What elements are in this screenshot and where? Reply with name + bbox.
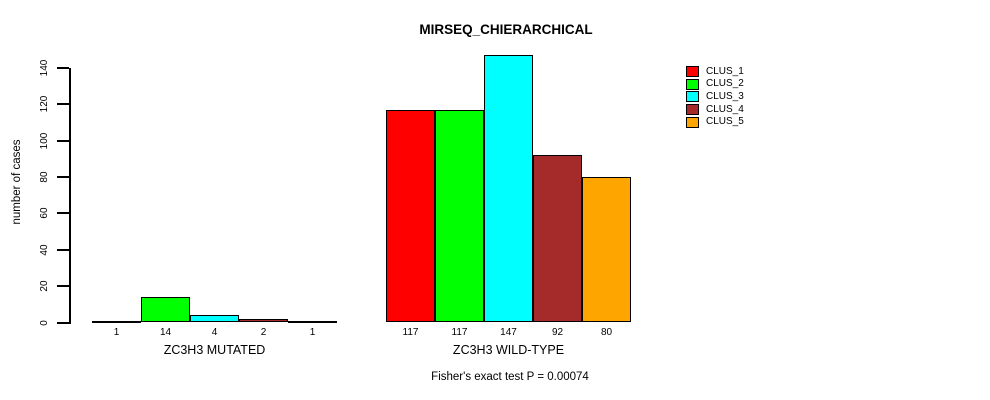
y-tick-mark (57, 212, 69, 215)
bar-clus_5-mutated (288, 320, 337, 323)
bar-clus_2-mutated (141, 297, 190, 323)
bar-clus_3-wild-type (484, 55, 533, 323)
y-tick-label: 40 (38, 244, 50, 256)
legend-label-clus_3: CLUS_3 (706, 90, 744, 102)
legend-label-clus_5: CLUS_5 (706, 116, 744, 128)
y-tick-label: 0 (38, 319, 50, 326)
y-tick-label: 120 (38, 96, 50, 113)
y-tick-mark (57, 176, 69, 179)
bar-clus_2-wild-type (435, 109, 484, 323)
y-axis-line (69, 68, 71, 324)
bar-value-label: 92 (551, 327, 564, 338)
bar-value-label: 80 (600, 327, 613, 338)
bar-clus_1-wild-type (386, 109, 435, 323)
bar-clus_3-mutated (190, 315, 239, 323)
chart-title: MIRSEQ_CHIERARCHICAL (419, 22, 593, 37)
group-label: ZC3H3 MUTATED (163, 343, 266, 357)
legend-swatch-clus_5 (686, 116, 699, 128)
y-tick-label: 80 (38, 171, 50, 183)
legend-swatch-clus_3 (686, 91, 699, 103)
bar-value-label: 2 (260, 327, 267, 338)
legend-swatch-clus_2 (686, 78, 699, 90)
y-tick-label: 140 (38, 59, 50, 77)
y-tick-label: 20 (38, 280, 50, 292)
bar-clus_5-wild-type (582, 177, 631, 323)
bar-value-label: 117 (451, 327, 468, 338)
bar-value-label: 117 (402, 327, 419, 338)
bar-clus_4-wild-type (533, 155, 582, 323)
y-tick-mark (57, 321, 69, 324)
legend-label-clus_1: CLUS_1 (706, 65, 744, 77)
legend-label-clus_2: CLUS_2 (706, 78, 744, 90)
y-tick-mark (57, 248, 69, 251)
y-tick-mark (57, 103, 69, 106)
bar-value-label: 1 (113, 327, 120, 338)
group-label: ZC3H3 WILD-TYPE (452, 343, 565, 357)
y-tick-label: 100 (38, 132, 50, 150)
y-tick-label: 60 (38, 207, 50, 219)
bar-value-label: 1 (309, 327, 316, 338)
bar-clus_4-mutated (239, 318, 288, 323)
bar-value-label: 4 (211, 327, 218, 338)
bar-value-label: 147 (500, 327, 517, 338)
legend-swatch-clus_1 (686, 66, 699, 77)
legend-label-clus_4: CLUS_4 (706, 103, 744, 115)
y-tick-mark (57, 67, 69, 69)
y-tick-mark (57, 285, 69, 288)
y-tick-mark (57, 139, 69, 142)
bar-value-label: 14 (159, 327, 172, 338)
legend-swatch-clus_4 (686, 104, 699, 116)
bar-clus_1-mutated (92, 320, 141, 323)
stat-caption: Fisher's exact test P = 0.00074 (431, 371, 589, 383)
y-axis-title: number of cases (11, 139, 23, 225)
